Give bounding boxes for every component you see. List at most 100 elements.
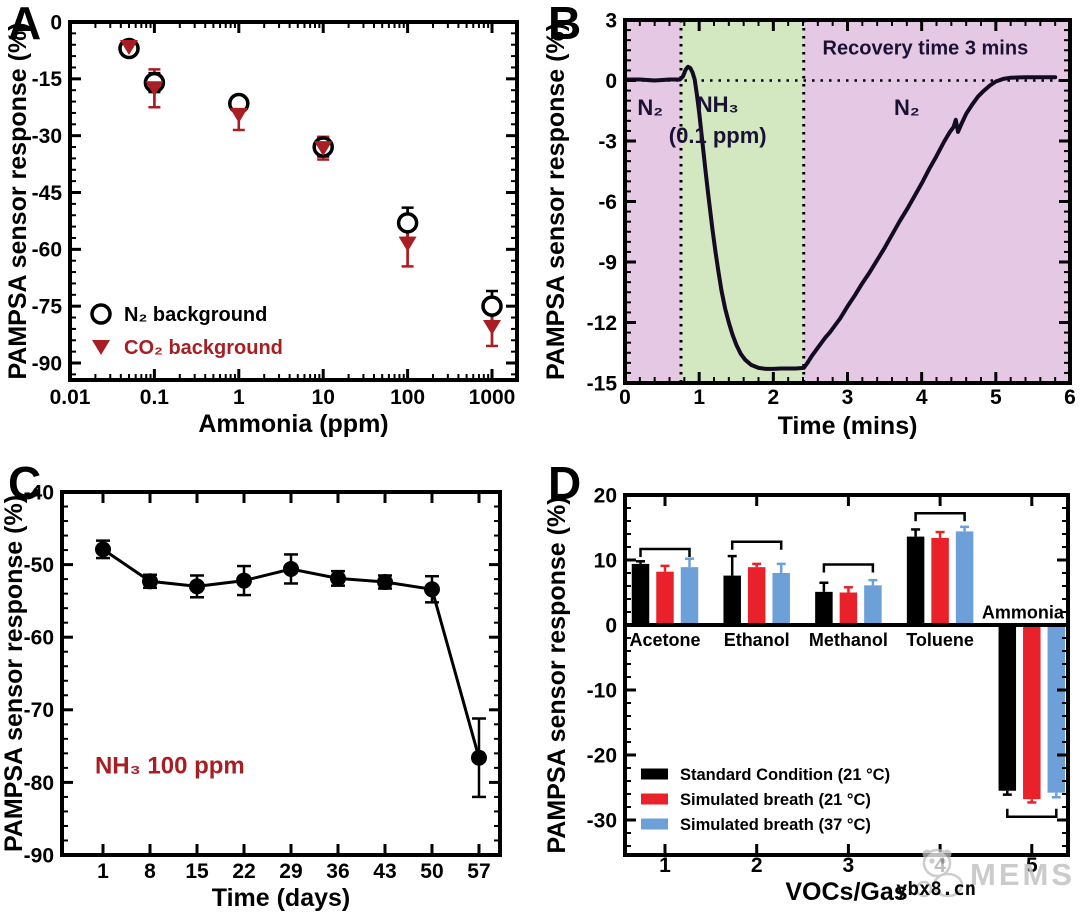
- svg-text:-9: -9: [598, 251, 617, 274]
- svg-text:Recovery time 3 mins: Recovery time 3 mins: [823, 37, 1029, 59]
- svg-text:1: 1: [233, 386, 245, 409]
- svg-text:Methanol: Methanol: [809, 630, 888, 650]
- svg-text:-75: -75: [32, 296, 63, 319]
- svg-text:8: 8: [144, 860, 156, 883]
- svg-text:3: 3: [605, 9, 617, 32]
- svg-text:15: 15: [185, 860, 209, 883]
- svg-text:0.01: 0.01: [50, 386, 91, 409]
- svg-text:-3: -3: [598, 130, 617, 153]
- svg-text:VOCs/Gas: VOCs/Gas: [785, 878, 907, 906]
- panel-d-legend: Standard Condition (21 °C) Simulated brea…: [641, 766, 890, 834]
- svg-text:22: 22: [232, 860, 255, 883]
- svg-text:Time (days): Time (days): [212, 884, 350, 912]
- panel-b: 3 0 -3 -6 -9 -12 -15 0 1 2 3 4 5 6 Time (mins) PAMPSA s…: [540, 0, 1080, 460]
- svg-text:Acetone: Acetone: [629, 630, 700, 650]
- svg-text:5: 5: [990, 386, 1002, 409]
- svg-text:CO₂ background: CO₂ background: [124, 337, 283, 359]
- panel-a-chart: 0 -15 -30 -45 -60 -75 -90 0.01 0.1 1 10 100 1000 Ammo…: [4, 11, 519, 438]
- svg-text:-60: -60: [32, 239, 62, 262]
- svg-text:2: 2: [751, 854, 763, 877]
- svg-text:-80: -80: [24, 772, 54, 795]
- watermark: MEMS ybx8.cn: [888, 843, 1080, 907]
- svg-text:-40: -40: [24, 481, 54, 504]
- panel-a-legend: N₂ background CO₂ background: [90, 303, 283, 359]
- svg-text:(0.1 ppm): (0.1 ppm): [669, 123, 767, 148]
- svg-text:Simulated breath (21 °C): Simulated breath (21 °C): [680, 791, 871, 809]
- svg-text:Standard Condition (21 °C): Standard Condition (21 °C): [680, 766, 890, 784]
- svg-text:1: 1: [693, 386, 705, 409]
- svg-text:-12: -12: [587, 312, 617, 335]
- region-N₂: [803, 20, 1071, 383]
- svg-text:100: 100: [390, 386, 425, 409]
- panel-b-letter: B: [548, 0, 582, 49]
- svg-text:1000: 1000: [469, 386, 516, 409]
- svg-text:0: 0: [50, 11, 62, 34]
- panel-c: -40 -50 -60 -70 -80 -90 1 8 15 22 29 36 43 50 57 Time (…: [0, 460, 540, 920]
- svg-text:Time (mins): Time (mins): [778, 412, 918, 440]
- svg-text:-60: -60: [24, 627, 54, 650]
- svg-text:-50: -50: [24, 554, 54, 577]
- svg-text:-15: -15: [587, 372, 618, 395]
- svg-text:-20: -20: [587, 744, 617, 767]
- svg-text:57: 57: [467, 860, 490, 883]
- svg-text:Simulated breath (37 °C): Simulated breath (37 °C): [680, 816, 871, 834]
- svg-text:N₂: N₂: [637, 95, 663, 120]
- svg-text:PAMPSA sensor response (%): PAMPSA sensor response (%): [4, 22, 32, 379]
- svg-text:29: 29: [279, 860, 302, 883]
- svg-text:2: 2: [767, 386, 779, 409]
- svg-text:PAMPSA sensor response (%): PAMPSA sensor response (%): [0, 495, 28, 852]
- svg-text:-30: -30: [587, 809, 617, 832]
- panel-a-letter: A: [8, 0, 42, 49]
- svg-text:1: 1: [97, 860, 109, 883]
- panda-logo-icon: [915, 848, 964, 898]
- svg-text:PAMPSA sensor response (%): PAMPSA sensor response (%): [542, 23, 570, 380]
- region-NH₃ (0.1 ppm): [680, 20, 804, 383]
- svg-text:6: 6: [1064, 386, 1076, 409]
- svg-text:43: 43: [373, 860, 396, 883]
- svg-text:Ethanol: Ethanol: [724, 630, 790, 650]
- panel-d-bars: [631, 525, 1066, 804]
- svg-text:-70: -70: [24, 699, 54, 722]
- svg-text:0: 0: [605, 614, 617, 637]
- svg-text:0: 0: [619, 386, 631, 409]
- panel-d-letter: D: [548, 457, 582, 509]
- svg-text:-30: -30: [32, 125, 62, 148]
- svg-text:1: 1: [659, 854, 671, 877]
- panel-a-series: [118, 37, 503, 348]
- svg-text:4: 4: [916, 386, 928, 409]
- svg-text:N₂ background: N₂ background: [124, 304, 267, 326]
- svg-text:-90: -90: [24, 844, 54, 867]
- watermark-brand: MEMS: [970, 857, 1075, 892]
- svg-text:Ammonia (ppm): Ammonia (ppm): [198, 410, 388, 438]
- svg-text:-45: -45: [32, 182, 63, 205]
- svg-text:20: 20: [594, 484, 617, 507]
- svg-text:50: 50: [420, 860, 443, 883]
- svg-text:10: 10: [594, 549, 617, 572]
- svg-text:5: 5: [1026, 854, 1038, 877]
- svg-text:N₂: N₂: [894, 95, 920, 120]
- panel-c-letter: C: [8, 457, 42, 509]
- svg-text:-10: -10: [587, 679, 617, 702]
- svg-text:-15: -15: [32, 68, 63, 91]
- svg-text:Toluene: Toluene: [906, 630, 974, 650]
- svg-text:10: 10: [312, 386, 335, 409]
- svg-text:36: 36: [326, 860, 349, 883]
- svg-text:NH₃ 100 ppm: NH₃ 100 ppm: [95, 753, 245, 780]
- svg-text:3: 3: [843, 854, 855, 877]
- sensor-trace: [623, 64, 1058, 371]
- panel-c-chart: -40 -50 -60 -70 -80 -90 1 8 15 22 29 36 43 50 57 Time (…: [0, 481, 502, 912]
- svg-text:0.1: 0.1: [140, 386, 170, 409]
- svg-text:NH₃: NH₃: [697, 92, 739, 117]
- svg-text:PAMPSA sensor response (%): PAMPSA sensor response (%): [543, 496, 571, 853]
- svg-text:-90: -90: [32, 352, 62, 375]
- svg-text:Ammonia: Ammonia: [982, 603, 1065, 623]
- svg-text:-6: -6: [598, 191, 617, 214]
- panel-c-series: [95, 539, 487, 799]
- panel-a: 0 -15 -30 -45 -60 -75 -90 0.01 0.1 1 10 100 1000 Ammo…: [0, 0, 540, 460]
- watermark-site: ybx8.cn: [896, 878, 977, 900]
- svg-text:3: 3: [842, 386, 854, 409]
- svg-text:0: 0: [605, 70, 617, 93]
